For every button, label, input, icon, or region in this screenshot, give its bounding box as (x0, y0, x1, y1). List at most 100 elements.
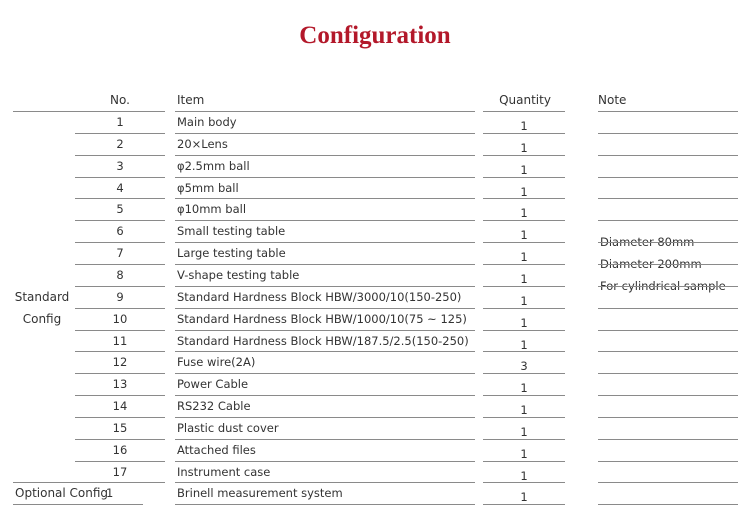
row-divider (75, 329, 165, 331)
row-item: Instrument case (177, 464, 271, 479)
row-divider (483, 416, 565, 418)
row-divider (483, 329, 565, 331)
row-divider (483, 482, 565, 484)
header-no: No. (110, 93, 130, 107)
row-divider (175, 482, 475, 484)
row-number: 1 (106, 486, 114, 501)
row-divider (483, 460, 565, 462)
row-item: Attached files (177, 442, 256, 457)
row-quantity: 1 (520, 403, 528, 418)
row-divider (483, 438, 565, 440)
row-item: Main body (177, 115, 237, 129)
row-divider (598, 198, 738, 200)
row-quantity: 1 (520, 424, 528, 439)
row-quantity: 1 (520, 337, 528, 352)
row-divider (483, 373, 565, 375)
row-divider (175, 438, 475, 440)
header-quantity: Quantity (499, 93, 551, 107)
row-divider (75, 460, 165, 462)
row-divider (175, 460, 475, 462)
row-divider (175, 416, 475, 418)
row-quantity: 1 (520, 162, 528, 177)
row-divider (598, 351, 738, 353)
row-divider (75, 220, 165, 222)
row-divider (598, 504, 738, 506)
row-number: 10 (112, 311, 128, 326)
row-divider (175, 263, 475, 265)
row-divider (483, 285, 565, 287)
row-item: Large testing table (177, 246, 286, 261)
row-divider (483, 307, 565, 309)
row-divider (598, 329, 738, 331)
row-quantity: 3 (520, 359, 528, 374)
row-number: 6 (116, 224, 124, 239)
row-quantity: 1 (520, 140, 528, 155)
row-item: V-shape testing table (177, 267, 300, 282)
row-number: 15 (112, 420, 128, 435)
row-quantity: 1 (520, 206, 528, 221)
header-divider (483, 111, 565, 112)
row-divider (75, 154, 165, 156)
row-quantity: 1 (520, 250, 528, 265)
row-item: φ10mm ball (177, 202, 247, 217)
row-divider (75, 176, 165, 178)
row-divider (483, 198, 565, 200)
row-divider (598, 242, 738, 244)
row-quantity: 1 (520, 119, 528, 133)
row-quantity: 1 (520, 315, 528, 330)
row-divider (175, 198, 475, 200)
row-number: 5 (116, 202, 124, 217)
row-divider (483, 242, 565, 244)
row-divider (175, 329, 475, 331)
row-number: 11 (112, 333, 128, 348)
row-quantity: 1 (520, 228, 528, 243)
group-standard-line2: Config (22, 312, 62, 326)
row-divider (598, 220, 738, 222)
row-item: Small testing table (177, 224, 286, 239)
row-divider (75, 395, 165, 397)
row-divider (598, 176, 738, 178)
header-divider (598, 111, 738, 112)
row-divider (175, 395, 475, 397)
row-quantity: 1 (520, 468, 528, 483)
row-divider (483, 220, 565, 222)
row-item: φ5mm ball (177, 180, 239, 195)
row-number: 12 (112, 355, 128, 370)
row-divider (598, 285, 738, 287)
row-number: 2 (116, 136, 124, 151)
row-number: 3 (116, 158, 124, 173)
row-divider (13, 482, 165, 484)
row-divider (175, 220, 475, 222)
row-divider (75, 351, 165, 353)
row-divider (175, 351, 475, 353)
row-divider (175, 154, 475, 156)
row-divider (483, 351, 565, 353)
row-item: 20×Lens (177, 136, 228, 151)
page-title: Configuration (299, 22, 451, 49)
row-divider (175, 242, 475, 244)
row-divider (598, 416, 738, 418)
row-divider (75, 198, 165, 200)
row-divider (75, 263, 165, 265)
row-quantity: 1 (520, 381, 528, 396)
header-item: Item (177, 93, 205, 107)
row-quantity: 1 (520, 490, 528, 505)
row-divider (75, 285, 165, 287)
row-item: Brinell measurement system (177, 486, 343, 501)
row-divider (598, 154, 738, 156)
row-number: 1 (116, 115, 124, 129)
row-divider (598, 263, 738, 265)
row-divider (175, 132, 475, 134)
row-number: 16 (112, 442, 128, 457)
row-item: Fuse wire(2A) (177, 355, 256, 370)
row-divider (483, 263, 565, 265)
row-number: 7 (116, 246, 124, 261)
row-divider (75, 307, 165, 309)
header-divider (13, 111, 165, 112)
row-number: 17 (112, 464, 128, 479)
row-divider (483, 395, 565, 397)
row-divider (175, 373, 475, 375)
row-number: 13 (112, 377, 128, 392)
group-standard-line1: Standard (14, 290, 70, 304)
header-note: Note (598, 93, 627, 107)
